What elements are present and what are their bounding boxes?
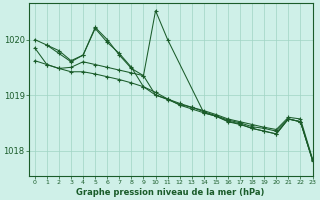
X-axis label: Graphe pression niveau de la mer (hPa): Graphe pression niveau de la mer (hPa) <box>76 188 265 197</box>
